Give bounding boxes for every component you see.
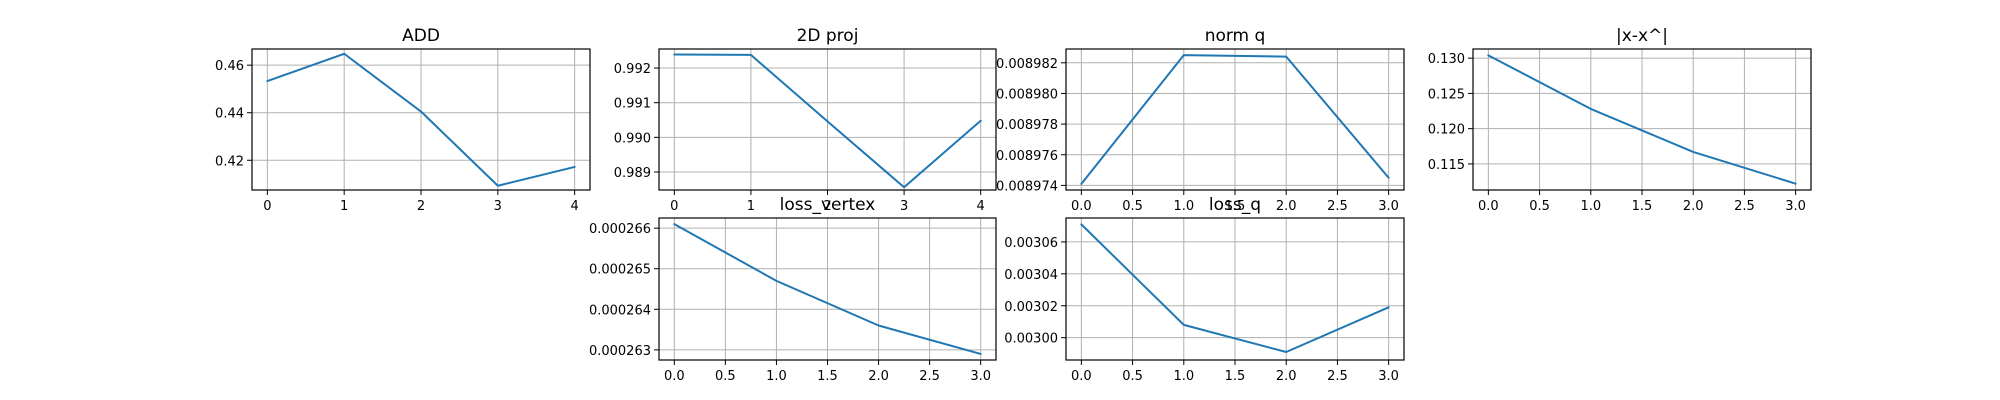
x-tick-label: 1.0	[1580, 199, 1601, 214]
y-tick-label: 0.992	[614, 62, 651, 77]
series-line	[673, 53, 982, 189]
series-line	[1080, 223, 1390, 354]
series-line	[1080, 54, 1390, 185]
x-tick-label: 1.0	[766, 369, 787, 384]
y-tick-label: 0.46	[215, 59, 244, 74]
x-tick-label: 1	[340, 199, 348, 214]
y-tick-label: 0.000265	[589, 263, 651, 278]
x-tick-label: 3.0	[1378, 369, 1399, 384]
y-tick-label: 0.44	[215, 107, 244, 122]
x-tick-label: 0.5	[1529, 199, 1550, 214]
x-tick-label: 2.5	[919, 369, 940, 384]
y-tick-label: 0.130	[1428, 52, 1465, 67]
subplot-title: norm q	[1205, 26, 1266, 46]
x-tick-label: 2.5	[1327, 369, 1348, 384]
y-tick-label: 0.00306	[1004, 236, 1058, 251]
x-tick-label: 4	[977, 199, 985, 214]
x-tick-label: 3	[494, 199, 502, 214]
x-tick-label: 0.5	[715, 369, 736, 384]
y-tick-label: 0.008982	[996, 57, 1058, 72]
x-tick-label: 4	[570, 199, 578, 214]
x-tick-label: 2.5	[1734, 199, 1755, 214]
subplot-5: 0.0 0.5 1.0 1.5 2.0 2.5 3.0 0.000263 0.000264 0.0…	[589, 195, 997, 384]
x-tick-label: 1.5	[1225, 199, 1246, 214]
x-tick-label: 0.5	[1122, 199, 1143, 214]
x-tick-label: 3.0	[1785, 199, 1806, 214]
x-tick-label: 1	[747, 199, 755, 214]
x-tick-label: 0.0	[664, 369, 685, 384]
y-tick-label: 0.115	[1428, 158, 1465, 173]
y-tick-label: 0.991	[614, 97, 651, 112]
x-tick-label: 2.0	[1276, 369, 1297, 384]
x-tick-label: 2.0	[1276, 199, 1297, 214]
series-line	[673, 223, 982, 355]
y-tick-label: 0.00300	[1004, 332, 1058, 347]
y-tick-label: 0.008976	[996, 149, 1058, 164]
x-tick-label: 0.0	[1071, 199, 1092, 214]
subplot-title: ADD	[402, 26, 440, 46]
subplot-6: 0.0 0.5 1.0 1.5 2.0 2.5 3.0 0.00300 0.00302 0.003…	[1004, 195, 1405, 384]
y-tick-label: 0.008980	[996, 87, 1058, 102]
x-tick-label: 0.0	[1071, 369, 1092, 384]
subplot-title: loss_vertex	[780, 195, 876, 215]
y-tick-label: 0.008978	[996, 118, 1058, 133]
x-tick-label: 1.0	[1173, 199, 1194, 214]
series-line	[266, 52, 576, 187]
subplot-4: 0.0 0.5 1.0 1.5 2.0 2.5 3.0 0.115 0.120 0.125 0.13…	[1428, 26, 1812, 214]
subplot-3: 0.0 0.5 1.0 1.5 2.0 2.5 3.0 0.008974 0.008976 0.0…	[996, 26, 1405, 214]
x-tick-label: 1.5	[817, 369, 838, 384]
subplot-2: 0 1 2 3 4 0.989 0.990 0.991 0.992 2D proj	[614, 26, 997, 214]
y-tick-label: 0.42	[215, 154, 244, 169]
y-tick-label: 0.120	[1428, 123, 1465, 138]
y-tick-label: 0.125	[1428, 87, 1465, 102]
x-tick-label: 2.5	[1327, 199, 1348, 214]
x-tick-label: 3	[900, 199, 908, 214]
x-tick-label: 2	[417, 199, 425, 214]
subplot-title: 2D proj	[797, 26, 859, 46]
y-tick-label: 0.989	[614, 166, 651, 181]
x-tick-label: 0.0	[1478, 199, 1499, 214]
x-tick-label: 3.0	[970, 369, 991, 384]
x-tick-label: 0	[670, 199, 678, 214]
x-tick-label: 1.5	[1225, 369, 1246, 384]
y-tick-label: 0.008974	[996, 179, 1058, 194]
subplot-title: |x-x^|	[1616, 26, 1668, 46]
x-tick-label: 1.5	[1632, 199, 1653, 214]
y-tick-label: 0.000266	[589, 222, 651, 237]
y-tick-label: 0.00304	[1004, 268, 1058, 283]
subplot-1: 0 1 2 3 4 0.42 0.44 0.46 ADD	[215, 26, 591, 214]
x-tick-label: 0.5	[1122, 369, 1143, 384]
y-tick-label: 0.000264	[589, 303, 651, 318]
series-line	[1487, 54, 1797, 185]
y-tick-label: 0.00302	[1004, 300, 1058, 315]
x-tick-label: 3.0	[1378, 199, 1399, 214]
y-tick-label: 0.990	[614, 131, 651, 146]
x-tick-label: 2.0	[1683, 199, 1704, 214]
x-tick-label: 1.0	[1173, 369, 1194, 384]
x-tick-label: 2.0	[868, 369, 889, 384]
x-tick-label: 2	[823, 199, 831, 214]
y-tick-label: 0.000263	[589, 344, 651, 359]
x-tick-label: 0	[263, 199, 271, 214]
subplot-title: loss_q	[1209, 195, 1261, 215]
